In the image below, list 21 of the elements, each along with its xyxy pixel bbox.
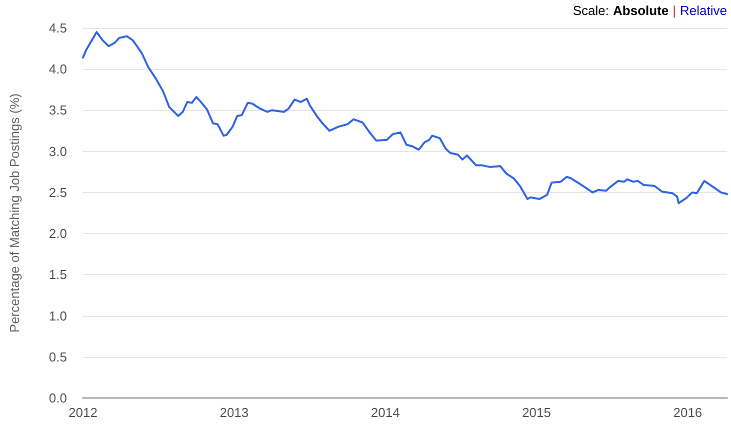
y-tick-label: 3.5 — [48, 102, 67, 118]
y-tick-label: 4.0 — [48, 62, 67, 77]
y-tick-label: 0.0 — [48, 390, 67, 406]
y-tick-label: 1.0 — [48, 308, 67, 324]
y-tick-label: 3.0 — [48, 144, 67, 159]
y-tick-label: 1.5 — [48, 267, 67, 282]
y-tick-label: 4.5 — [48, 20, 67, 36]
x-tick-label: 2015 — [522, 405, 551, 420]
y-axis-title: Percentage of Matching Job Postings (%) — [7, 93, 22, 333]
y-tick-label: 2.5 — [48, 184, 67, 200]
y-tick-label: 0.5 — [48, 349, 67, 364]
text: | — [672, 3, 676, 18]
line-series — [82, 31, 728, 204]
text: Relative — [680, 3, 727, 18]
text: Absolute — [613, 3, 669, 18]
x-tick-label: 2014 — [370, 405, 400, 420]
y-tick-label: 2.0 — [48, 226, 67, 242]
x-tick-label: 2013 — [220, 405, 249, 420]
text: Scale: — [572, 3, 610, 18]
x-tick-label: 2016 — [673, 405, 702, 420]
x-tick-label: 2012 — [68, 405, 98, 420]
